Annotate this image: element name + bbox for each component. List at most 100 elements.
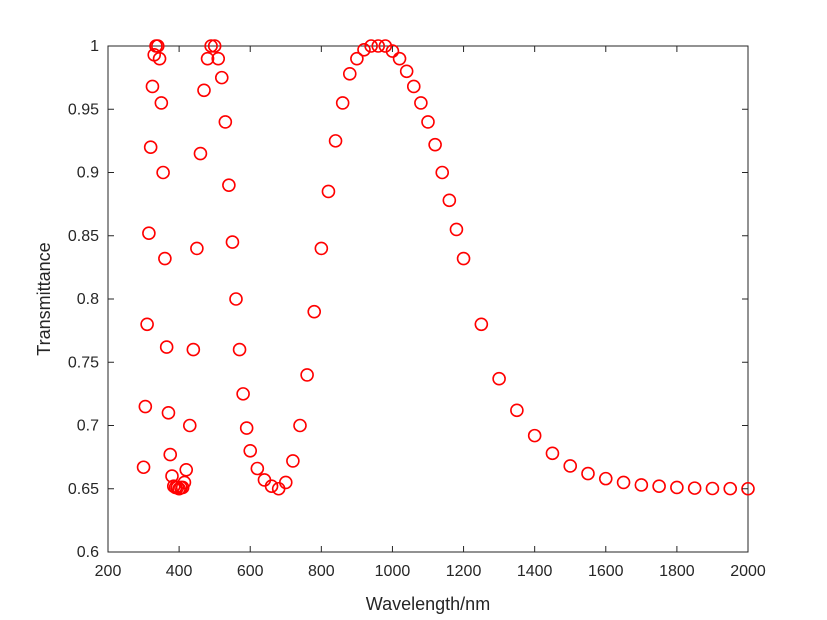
x-tick-label: 2000 xyxy=(730,563,766,580)
data-point xyxy=(406,79,421,94)
y-tick-label: 0.9 xyxy=(77,165,99,182)
data-point xyxy=(385,44,400,58)
data-point xyxy=(197,83,211,98)
data-point xyxy=(218,115,233,129)
y-tick-label: 0.6 xyxy=(77,544,99,561)
data-point xyxy=(563,459,578,473)
data-point xyxy=(293,418,307,433)
data-point xyxy=(598,471,613,486)
data-point xyxy=(705,481,720,496)
data-point xyxy=(428,137,442,152)
data-point xyxy=(143,140,158,154)
x-axis-label: Wavelength/nm xyxy=(366,594,490,614)
data-point xyxy=(142,226,156,241)
x-tick-label: 400 xyxy=(166,563,193,580)
axis-ticks: 200 400 600 800 1000 1200 1400 1600 1800 2000 0.6 0… xyxy=(68,38,766,580)
data-point xyxy=(527,428,542,443)
y-tick-label: 0.85 xyxy=(68,228,99,245)
data-point xyxy=(179,462,194,477)
data-point xyxy=(193,146,208,161)
data-point xyxy=(314,241,329,256)
data-point xyxy=(170,480,185,495)
data-point xyxy=(145,79,160,94)
data-point xyxy=(414,96,428,110)
data-point xyxy=(152,51,167,66)
data-point xyxy=(364,39,378,53)
y-tick-label: 0.75 xyxy=(68,354,99,371)
data-point xyxy=(321,184,336,199)
x-tick-label: 1000 xyxy=(375,563,411,580)
x-tick-label: 1400 xyxy=(517,563,553,580)
data-point xyxy=(200,51,215,66)
data-point xyxy=(371,39,386,53)
data-point xyxy=(207,39,222,53)
data-point xyxy=(492,371,506,386)
x-tick-label: 1800 xyxy=(659,563,695,580)
data-point xyxy=(300,368,314,382)
data-point xyxy=(442,193,457,208)
data-point xyxy=(161,406,176,420)
data-point xyxy=(399,64,414,79)
data-point xyxy=(670,480,684,495)
data-point xyxy=(350,51,364,66)
data-point xyxy=(239,421,254,435)
data-point xyxy=(357,42,371,57)
data-point xyxy=(150,39,165,53)
data-point xyxy=(449,222,464,237)
data-point xyxy=(687,481,702,495)
data-point xyxy=(378,39,393,53)
data-point xyxy=(182,418,197,433)
data-point xyxy=(545,446,560,461)
data-point xyxy=(342,67,357,81)
y-tick-label: 0.95 xyxy=(68,101,99,118)
x-tick-label: 1600 xyxy=(588,563,624,580)
y-tick-label: 0.65 xyxy=(68,481,99,498)
data-point xyxy=(204,39,218,53)
data-point xyxy=(634,478,649,492)
data-point xyxy=(222,178,236,192)
data-point xyxy=(435,165,450,180)
data-point xyxy=(616,475,631,490)
data-point xyxy=(140,317,154,332)
data-point xyxy=(510,403,524,418)
data-point xyxy=(236,387,250,401)
data-point xyxy=(156,165,170,180)
data-point xyxy=(421,115,435,129)
data-point xyxy=(177,475,192,490)
data-point xyxy=(138,399,153,414)
data-point xyxy=(652,479,666,494)
data-point xyxy=(225,235,240,249)
data-point xyxy=(243,443,258,458)
data-point xyxy=(232,342,247,357)
data-point xyxy=(456,251,471,266)
x-tick-label: 600 xyxy=(237,563,264,580)
data-point xyxy=(186,342,201,357)
data-point xyxy=(264,479,279,494)
data-point xyxy=(154,96,169,110)
data-point xyxy=(278,475,293,490)
plot-area xyxy=(107,45,749,553)
data-point xyxy=(581,466,595,481)
data-point xyxy=(328,134,343,148)
y-tick-label: 1 xyxy=(90,38,99,55)
data-point xyxy=(190,241,204,256)
data-point xyxy=(392,51,407,66)
data-point xyxy=(136,460,151,475)
data-point xyxy=(286,454,300,468)
data-series xyxy=(136,39,755,496)
data-point xyxy=(723,481,738,496)
x-tick-label: 800 xyxy=(308,563,335,580)
data-point xyxy=(335,96,350,110)
data-point xyxy=(307,304,322,319)
data-point xyxy=(214,70,229,85)
y-axis-label: Transmittance xyxy=(34,242,54,355)
data-point xyxy=(163,447,178,462)
data-point xyxy=(211,51,226,66)
x-tick-label: 200 xyxy=(95,563,122,580)
x-tick-label: 1200 xyxy=(446,563,482,580)
y-tick-label: 0.8 xyxy=(77,291,99,308)
data-point xyxy=(250,461,265,476)
y-tick-label: 0.7 xyxy=(77,418,99,435)
data-point xyxy=(158,251,172,266)
